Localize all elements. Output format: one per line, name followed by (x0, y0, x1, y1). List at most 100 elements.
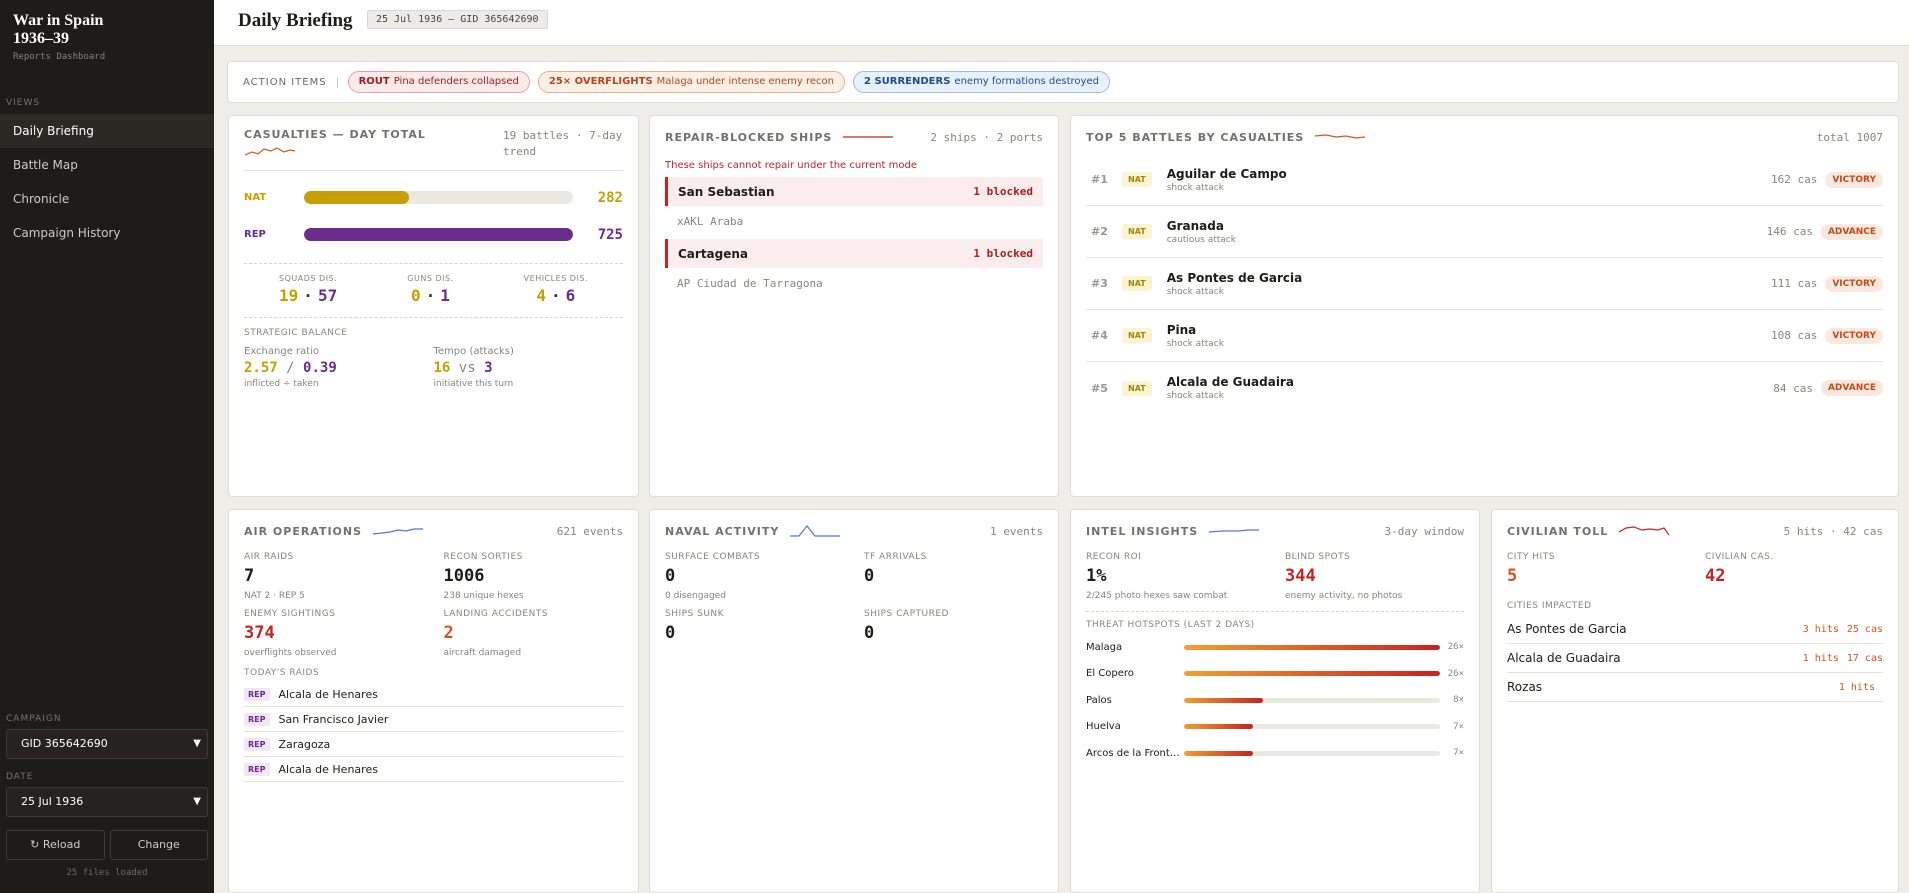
hotspot-row[interactable]: Malaga 26× (1086, 634, 1464, 661)
air-raids-label: AIR RAIDS (244, 552, 294, 562)
battle-type: shock attack (1166, 391, 1224, 401)
raid-place: Alcala de Henares (278, 762, 378, 776)
battle-row[interactable]: #3 NAT As Pontes de Garcia shock attack 1… (1086, 258, 1883, 310)
city-row[interactable]: Alcala de Guadaira 1 hits 17 cas (1507, 644, 1883, 673)
surface-combats-note: 0 disengaged (665, 591, 726, 601)
squads-nat: 19 (279, 286, 299, 305)
city-casualties: 17 cas (1846, 652, 1883, 664)
battle-casualties: 111 cas (1770, 277, 1818, 290)
recon-sorties-label: RECON SORTIES (443, 552, 523, 562)
civilian-toll-card: CIVILIAN TOLL 5 hits · 42 cas CITY HITS 5… (1491, 509, 1899, 893)
battle-side-badge: NAT (1122, 172, 1152, 187)
hotspot-bar-fill (1184, 750, 1253, 756)
chevron-down-icon: ▼ (193, 796, 201, 807)
city-name: Alcala de Guadaira (1507, 651, 1621, 665)
brand: War in Spain 1936–39 Reports Dashboard (0, 0, 214, 62)
ship-row[interactable]: San Sebastian 1 blocked (665, 177, 1043, 206)
exchange-label: Exchange ratio (244, 346, 320, 357)
battle-row[interactable]: #2 NAT Granada cautious attack 146 cas AD… (1086, 206, 1883, 258)
hotspot-row[interactable]: Palos 8× (1086, 687, 1464, 714)
air-raids-note: NAT 2 · REP 5 (244, 591, 305, 601)
raid-row[interactable]: REP Zaragoza (244, 732, 623, 757)
battle-rank: #5 (1091, 381, 1108, 395)
raid-row[interactable]: REP San Francisco Javier (244, 707, 623, 732)
sidebar-controls: CAMPAIGN GID 365642690 ▼ DATE 25 Jul 193… (0, 714, 214, 878)
casualties-sparkline (244, 147, 296, 156)
battle-name: Aguilar de Campo (1166, 166, 1287, 181)
hotspot-bar-fill (1184, 644, 1440, 650)
battle-row[interactable]: #4 NAT Pina shock attack 108 cas VICTORY (1086, 310, 1883, 362)
hotspot-bar-track (1184, 724, 1440, 730)
enemy-sightings-label: ENEMY SIGHTINGS (244, 609, 336, 619)
battles-list: #1 NAT Aguilar de Campo shock attack 162 … (1086, 154, 1883, 414)
squads-rep: 57 (317, 286, 338, 305)
civilian-title: CIVILIAN TOLL (1507, 524, 1609, 538)
casualties-card: CASUALTIES — DAY TOTAL 19 battles · 7-da… (228, 115, 639, 497)
sidebar: War in Spain 1936–39 Reports Dashboard V… (0, 0, 214, 893)
intel-insights-card: INTEL INSIGHTS 3-day window RECON ROI 1% 2… (1070, 509, 1480, 893)
battle-result-badge: ADVANCE (1820, 380, 1883, 396)
city-hits-label: CITY HITS (1507, 552, 1555, 562)
battles-meta: total 1007 (1816, 130, 1883, 144)
hotspot-row[interactable]: Huelva 7× (1086, 714, 1464, 741)
battle-row[interactable]: #1 NAT Aguilar de Campo shock attack 162 … (1086, 154, 1883, 206)
rep-casualties-row: REP 725 (244, 216, 623, 253)
raid-row[interactable]: REP Alcala de Henares (244, 682, 623, 707)
raid-row[interactable]: REP Alcala de Henares (244, 757, 623, 782)
exchange-ratio: Exchange ratio 2.57 / 0.39 inflicted ÷ t… (244, 346, 434, 389)
cities-impacted-label: CITIES IMPACTED (1507, 601, 1592, 611)
action-pill-text: enemy formations destroyed (954, 76, 1099, 87)
naval-sparkline (790, 525, 841, 537)
sidebar-item-daily-briefing[interactable]: Daily Briefing (0, 114, 214, 148)
guns-label: GUNS DIS. (407, 274, 454, 283)
air-operations-card: AIR OPERATIONS 621 events AIR RAIDS 7 NAT … (228, 509, 639, 893)
battle-result-badge: VICTORY (1825, 275, 1883, 292)
sidebar-item-chronicle[interactable]: Chronicle (13, 192, 70, 206)
action-pill-rout[interactable]: ROUT Pina defenders collapsed (347, 71, 530, 93)
intel-title: INTEL INSIGHTS (1086, 524, 1199, 538)
civilian-sparkline (1618, 526, 1670, 536)
files-loaded-status: 25 files loaded (66, 868, 148, 878)
city-hits-value: 5 (1507, 566, 1518, 586)
hotspot-row[interactable]: El Copero 26× (1086, 661, 1464, 688)
nat-label: NAT (244, 192, 267, 203)
battle-type: shock attack (1166, 182, 1224, 193)
action-pill-overflights[interactable]: 25× OVERFLIGHTS Malaga under intense enem… (537, 71, 846, 93)
rep-bar-fill (304, 228, 573, 241)
civilian-cas-label: CIVILIAN CAS. (1705, 552, 1774, 562)
hotspot-name: El Copero (1086, 668, 1134, 680)
air-stats: AIR RAIDS 7 NAT 2 · REP 5 RECON SORTIES 100… (244, 552, 623, 666)
campaign-select[interactable]: GID 365642690 ▼ (6, 729, 208, 759)
action-pill-text: Malaga under intense enemy recon (656, 76, 835, 87)
ship-name: AP Ciudad de Tarragona (677, 277, 823, 290)
hotspot-count: 7× (1453, 721, 1464, 732)
hotspot-bar-fill (1184, 697, 1263, 703)
sidebar-item-campaign-history[interactable]: Campaign History (13, 226, 121, 240)
reload-button[interactable]: ↻ Reload (6, 830, 105, 860)
hotspot-row[interactable]: Arcos de la Front… 7× (1086, 740, 1464, 767)
action-pill-surrenders[interactable]: 2 SURRENDERS enemy formations destroyed (853, 71, 1110, 93)
date-select-value: 25 Jul 1936 (21, 795, 84, 808)
battle-row[interactable]: #5 NAT Alcala de Guadaira shock attack 84… (1086, 362, 1883, 414)
battle-type: shock attack (1166, 286, 1224, 297)
battle-type: cautious attack (1166, 234, 1236, 245)
change-button[interactable]: Change (109, 830, 208, 860)
tempo-rep: 3 (484, 360, 493, 376)
battle-result-badge: VICTORY (1825, 327, 1883, 344)
action-items-label: ACTION ITEMS (243, 76, 338, 88)
sidebar-item-battle-map[interactable]: Battle Map (13, 158, 78, 172)
raid-place: Zaragoza (278, 737, 331, 751)
date-select[interactable]: 25 Jul 1936 ▼ (6, 787, 208, 817)
intel-meta: 3-day window (1384, 524, 1464, 538)
app-subtitle: Reports Dashboard (13, 52, 106, 62)
naval-activity-card: NAVAL ACTIVITY 1 events SURFACE COMBATS 0… (649, 509, 1059, 893)
city-row[interactable]: As Pontes de Garcia 3 hits 25 cas (1507, 615, 1883, 644)
guns-nat: 0 (410, 286, 421, 305)
hotspot-count: 26× (1447, 668, 1464, 679)
app-title: War in Spain 1936–39 (13, 12, 201, 48)
ships-sunk-value: 0 (665, 623, 676, 643)
city-row[interactable]: Rozas 1 hits (1507, 673, 1883, 702)
battle-rank: #2 (1091, 225, 1108, 238)
civilian-stats: CITY HITS 5 CIVILIAN CAS. 42 (1507, 552, 1883, 599)
ship-row[interactable]: Cartagena 1 blocked (665, 239, 1043, 268)
